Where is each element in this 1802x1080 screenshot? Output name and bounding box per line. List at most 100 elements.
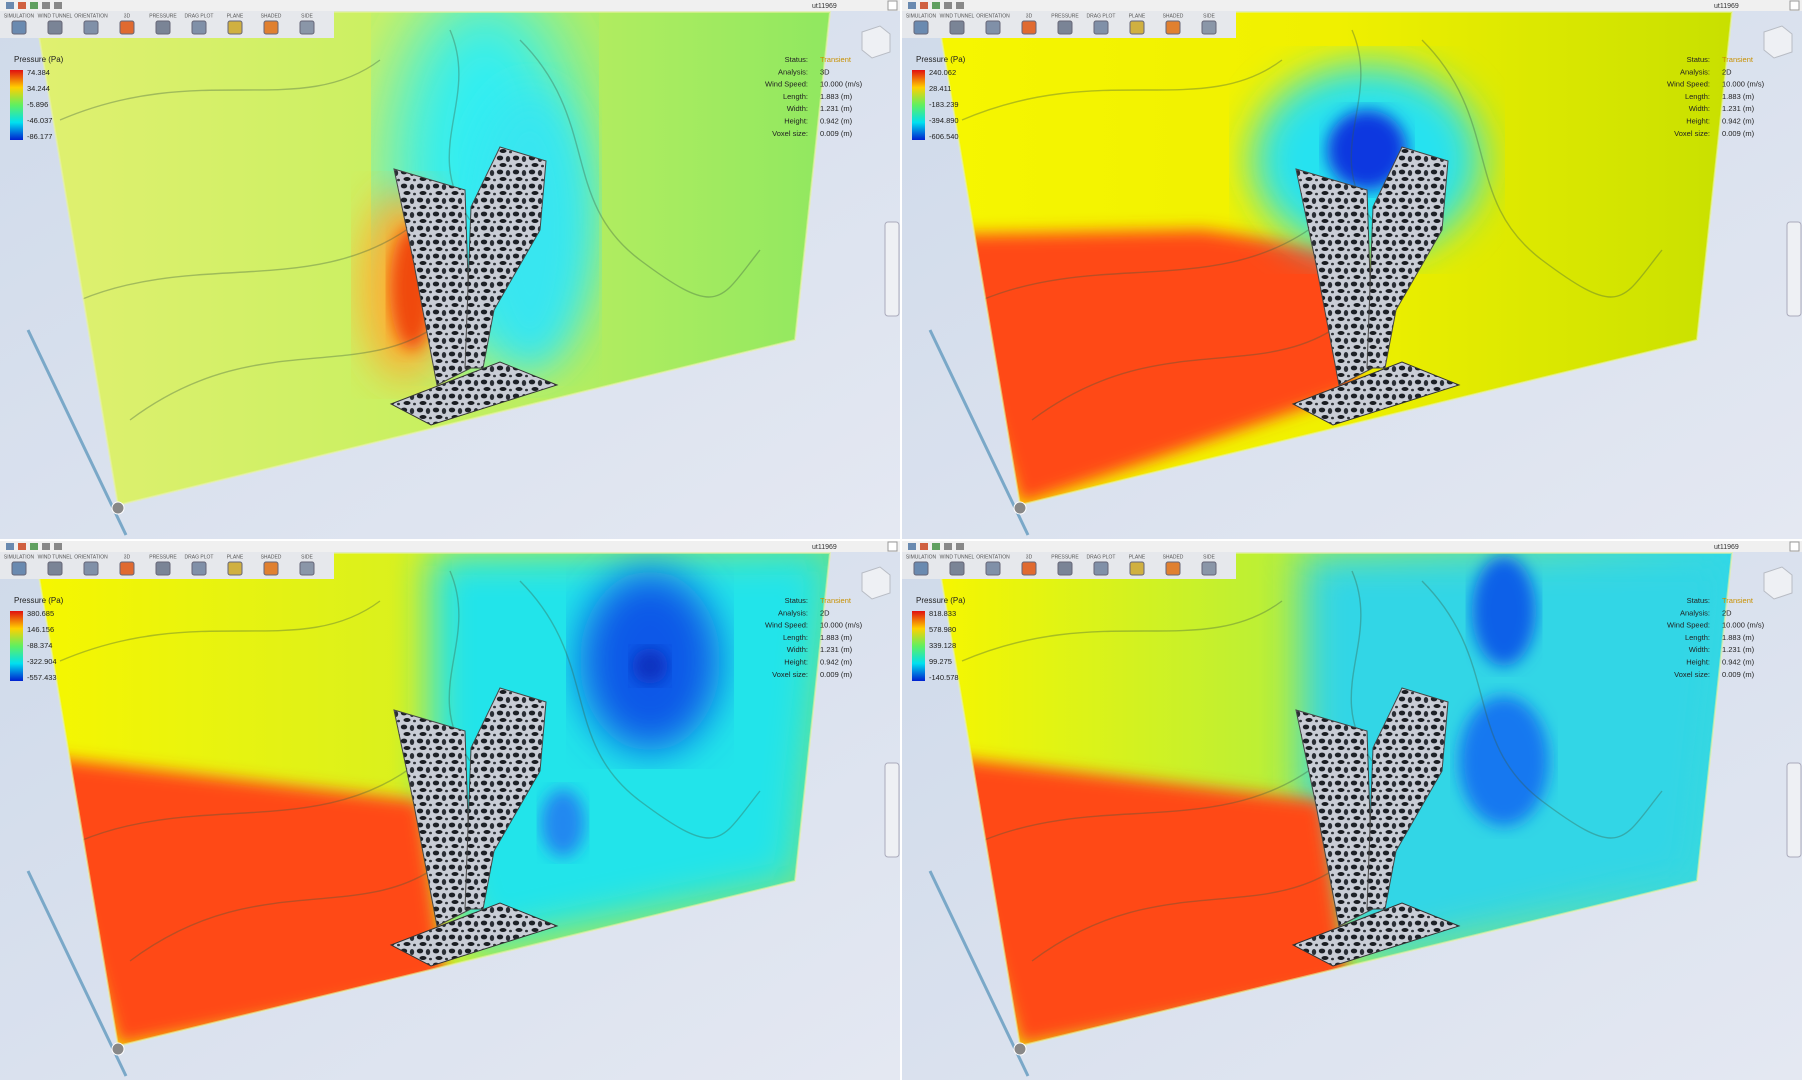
help-button[interactable]: [1789, 0, 1800, 11]
toolbar-button[interactable]: [227, 20, 243, 35]
toolbar-button[interactable]: [913, 20, 929, 35]
plane-edge: [33, 11, 832, 507]
toolbar-button[interactable]: [191, 20, 207, 35]
title-icon[interactable]: [920, 543, 928, 550]
toolbar-button[interactable]: [1057, 561, 1073, 576]
help-button[interactable]: [887, 541, 898, 552]
help-button[interactable]: [1789, 541, 1800, 552]
title-icon[interactable]: [30, 543, 38, 550]
toolbar-button[interactable]: [47, 20, 63, 35]
legend-colorbar: [10, 70, 23, 140]
toolbar-label: ORIENTATION: [976, 13, 1010, 19]
toolbar-button[interactable]: [949, 20, 965, 35]
title-icon[interactable]: [6, 2, 14, 9]
toolbar-button[interactable]: [1165, 561, 1181, 576]
toolbar-button[interactable]: [1201, 561, 1217, 576]
toolbar-button[interactable]: [1021, 20, 1037, 35]
pressure-region: [35, 756, 445, 1046]
ground-edge: [26, 329, 128, 536]
toolbar-button[interactable]: [913, 561, 929, 576]
toolbar-button[interactable]: [985, 20, 1001, 35]
legend-value: -5.896: [27, 100, 48, 109]
toolbar-button[interactable]: [119, 20, 135, 35]
pressure-region: [1327, 110, 1407, 190]
info-value: 0.009 (m): [820, 129, 853, 138]
toolbar-button[interactable]: [155, 561, 171, 576]
title-icon[interactable]: [30, 2, 38, 9]
title-icon[interactable]: [6, 543, 14, 550]
toolbar-button[interactable]: [83, 20, 99, 35]
window-title: ut11969: [1714, 544, 1739, 551]
toolbar-button[interactable]: [47, 561, 63, 576]
view-cube[interactable]: [861, 25, 891, 59]
title-icon[interactable]: [54, 2, 62, 9]
toolbar-button[interactable]: [11, 20, 27, 35]
view-cube[interactable]: [1763, 566, 1793, 600]
info-label: Wind Speed:: [765, 80, 808, 89]
title-icon[interactable]: [956, 543, 964, 550]
toolbar-button[interactable]: [949, 561, 965, 576]
window-title: ut11969: [1714, 3, 1739, 10]
title-icon[interactable]: [42, 2, 50, 9]
toolbar-button[interactable]: [1165, 20, 1181, 35]
title-icon[interactable]: [908, 2, 916, 9]
title-icon[interactable]: [54, 543, 62, 550]
toolbar-button[interactable]: [1201, 20, 1217, 35]
origin-marker: [111, 501, 125, 515]
title-icon[interactable]: [18, 543, 26, 550]
toolbar-button[interactable]: [1021, 561, 1037, 576]
toolbar-button[interactable]: [119, 561, 135, 576]
toolbar-button[interactable]: [299, 20, 315, 35]
legend-value: -140.578: [929, 673, 959, 682]
toolbar-button[interactable]: [227, 561, 243, 576]
title-icon[interactable]: [42, 543, 50, 550]
toolbar-button[interactable]: [263, 561, 279, 576]
title-icon[interactable]: [932, 2, 940, 9]
viewport-panel: ut11969 SIMULATION WIND TUNNEL ORIENTATION 3…: [902, 0, 1802, 539]
info-value: 2D: [820, 608, 830, 617]
contour-line: [519, 39, 761, 298]
toolbar-button[interactable]: [1129, 561, 1145, 576]
pressure-region: [937, 230, 1357, 505]
toolbar-label: SIDE: [1203, 554, 1215, 560]
info-label: Length:: [1685, 633, 1710, 642]
toolbar-button[interactable]: [263, 20, 279, 35]
title-icon[interactable]: [908, 543, 916, 550]
model-fin: [393, 709, 472, 927]
help-button[interactable]: [887, 0, 898, 11]
info-label: Width:: [787, 645, 808, 654]
toolbar-button[interactable]: [985, 561, 1001, 576]
nav-bar[interactable]: [884, 762, 900, 858]
toolbar-button[interactable]: [1129, 20, 1145, 35]
toolbar-label: SIDE: [301, 554, 313, 560]
toolbar-button[interactable]: [155, 20, 171, 35]
title-icon[interactable]: [18, 2, 26, 9]
toolbar-button[interactable]: [1057, 20, 1073, 35]
window-title: ut11969: [812, 544, 837, 551]
title-icon[interactable]: [944, 2, 952, 9]
view-cube[interactable]: [1763, 25, 1793, 59]
window-title: ut11969: [812, 3, 837, 10]
nav-bar[interactable]: [884, 221, 900, 317]
title-icon[interactable]: [956, 2, 964, 9]
info-label: Height:: [1686, 116, 1710, 125]
title-icon[interactable]: [944, 543, 952, 550]
title-icon[interactable]: [920, 2, 928, 9]
nav-bar[interactable]: [1786, 762, 1802, 858]
toolbar-button[interactable]: [11, 561, 27, 576]
toolbar-button[interactable]: [191, 561, 207, 576]
info-value: Transient: [1722, 55, 1754, 64]
toolbar-button[interactable]: [1093, 561, 1109, 576]
view-cube[interactable]: [861, 566, 891, 600]
info-value: 0.009 (m): [820, 670, 853, 679]
toolbar-label: DRAG PLOT: [1087, 13, 1116, 19]
info-label: Width:: [1689, 645, 1710, 654]
toolbar-button[interactable]: [1093, 20, 1109, 35]
toolbar-button[interactable]: [83, 561, 99, 576]
origin-marker: [1013, 1042, 1027, 1056]
nav-bar[interactable]: [1786, 221, 1802, 317]
contour-line: [79, 219, 421, 301]
toolbar-button[interactable]: [299, 561, 315, 576]
title-icon[interactable]: [932, 543, 940, 550]
toolbar-label: SHADED: [261, 554, 282, 560]
